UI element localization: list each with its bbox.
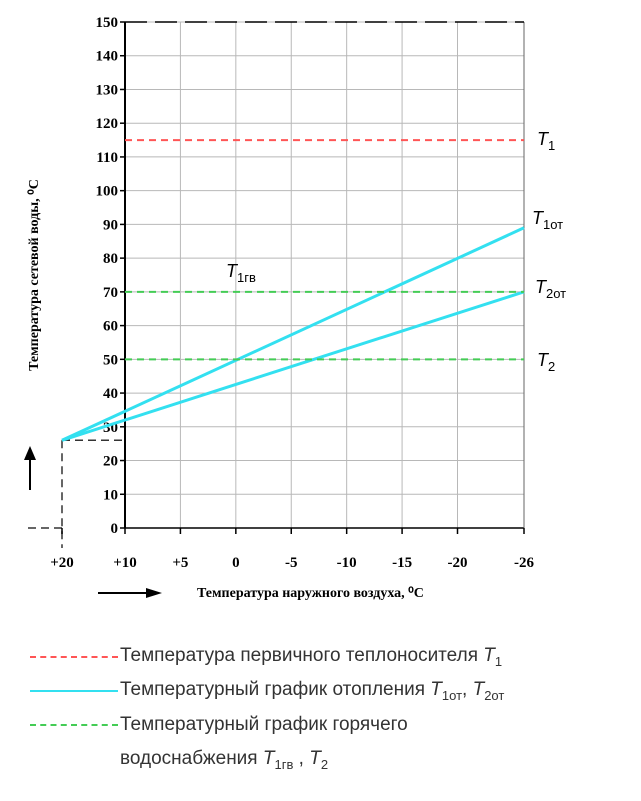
x-tick-label: +10 (113, 555, 137, 571)
y-tick-label: 140 (96, 49, 119, 65)
legend-label-primary: Температура первичного теплоносителя T1 (120, 645, 503, 669)
y-tick-label: 120 (96, 116, 119, 132)
y-axis-label: Температура сетевой воды, ⁰С (27, 179, 42, 371)
x-tick-label: -15 (392, 555, 412, 571)
y-axis-arrow-head (24, 446, 36, 460)
y-tick-label: 90 (103, 217, 118, 233)
y-tick-label: 150 (96, 15, 119, 31)
legend: Температура первичного теплоносителя T1 … (30, 640, 630, 778)
series-line-T2от (61, 290, 525, 442)
series-label-T2от: T2от (535, 277, 566, 301)
y-tick-label: 10 (103, 487, 118, 503)
legend-swatch-primary (30, 656, 118, 658)
legend-item-heating: Температурный график отопления T1от, T2о… (30, 674, 630, 708)
y-tick-label: 100 (96, 184, 119, 200)
y-tick-label: 20 (103, 454, 118, 470)
x-tick-label: -26 (514, 555, 534, 571)
y-tick-label: 50 (103, 352, 118, 368)
y-tick-label: 80 (103, 251, 118, 267)
x-tick-label: -5 (285, 555, 298, 571)
heating-temperature-chart: 0102030405060708090100110120130140150+20… (24, 15, 566, 601)
legend-item-hot-water: Температурный график горячего (30, 708, 630, 742)
x-tick-label: +20 (50, 555, 74, 571)
series-label-T1гв: T1гв (226, 261, 256, 285)
series-label-T1: T1 (537, 129, 555, 153)
x-tick-label: -20 (448, 555, 468, 571)
y-tick-label: 130 (96, 82, 119, 98)
series-label-T2: T2 (537, 350, 555, 374)
legend-item-primary: Температура первичного теплоносителя T1 (30, 640, 630, 674)
x-tick-label: -10 (337, 555, 357, 571)
x-tick-label: +5 (172, 555, 188, 571)
legend-swatch-heating (30, 690, 118, 692)
series-label-T1от: T1от (532, 208, 563, 232)
y-tick-label: 40 (103, 386, 118, 402)
y-tick-label: 70 (103, 285, 118, 301)
series-line-T1от (61, 226, 525, 442)
x-tick-label: 0 (232, 555, 240, 571)
y-tick-label: 110 (96, 150, 118, 166)
x-axis-arrow-head (146, 588, 162, 598)
y-tick-label: 0 (111, 521, 119, 537)
legend-label-heating: Температурный график отопления T1от, T2о… (120, 679, 505, 703)
legend-label-hot-water-continued: водоснабжения T1гв , T2 (120, 748, 329, 772)
x-axis-label: Температура наружного воздуха, ⁰С (197, 586, 424, 601)
legend-label-hot-water: Температурный график горячего (120, 714, 408, 735)
y-tick-label: 60 (103, 319, 118, 335)
legend-swatch-hot-water (30, 724, 118, 726)
